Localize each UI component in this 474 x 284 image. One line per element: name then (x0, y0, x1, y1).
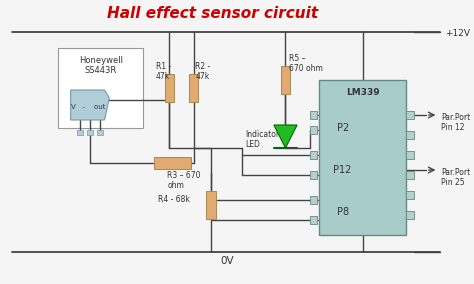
Text: LM339: LM339 (346, 88, 380, 97)
Bar (406, 191, 414, 199)
Bar (97, 130, 102, 135)
Bar (189, 74, 199, 102)
Text: SS443R: SS443R (84, 66, 117, 75)
Text: Honeywell: Honeywell (79, 56, 123, 65)
Bar (77, 130, 83, 135)
Bar (154, 157, 191, 169)
Text: P8: P8 (337, 207, 349, 217)
Bar (406, 171, 414, 179)
Bar (164, 74, 174, 102)
Polygon shape (274, 125, 297, 148)
Bar (406, 111, 414, 119)
Text: R2 -
47k: R2 - 47k (195, 62, 211, 82)
Bar (310, 111, 318, 119)
Text: R3 – 670
ohm: R3 – 670 ohm (167, 171, 201, 190)
Text: 0V: 0V (220, 256, 234, 266)
Bar (310, 216, 318, 224)
Text: Par.Port
Pin 12: Par.Port Pin 12 (441, 113, 471, 132)
Bar (310, 126, 318, 134)
Bar (58, 48, 143, 128)
Bar (206, 191, 216, 219)
Text: P12: P12 (333, 165, 351, 175)
Bar (281, 66, 290, 94)
Bar (310, 151, 318, 159)
Text: +12V: +12V (445, 28, 470, 37)
Text: V   -    out: V - out (71, 104, 105, 110)
Text: Par.Port
Pin 25: Par.Port Pin 25 (441, 168, 471, 187)
Text: R1 -
47k: R1 - 47k (156, 62, 171, 82)
Bar (406, 151, 414, 159)
Text: P2: P2 (337, 123, 349, 133)
Bar (319, 80, 406, 235)
Bar (406, 211, 414, 219)
Bar (310, 196, 318, 204)
Text: R5 –
670 ohm: R5 – 670 ohm (289, 54, 323, 73)
Text: R4 - 68k: R4 - 68k (158, 195, 190, 204)
Bar (310, 171, 318, 179)
Text: Hall effect sensor circuit: Hall effect sensor circuit (107, 5, 319, 20)
Text: Indicator
LED: Indicator LED (245, 130, 279, 149)
Bar (87, 130, 93, 135)
Polygon shape (71, 90, 109, 120)
Bar (406, 131, 414, 139)
